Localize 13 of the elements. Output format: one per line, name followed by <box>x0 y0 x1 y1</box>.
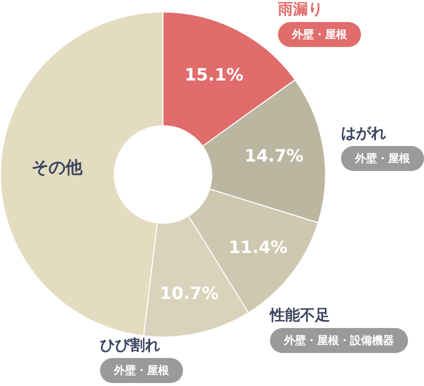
slice-label: その他 <box>32 158 84 178</box>
data-label: 11.4% <box>228 238 288 258</box>
slice-label: 雨漏り <box>278 0 323 19</box>
slice-label: はがれ <box>341 124 386 143</box>
slice-label: ひび割れ <box>100 336 160 355</box>
text: 外壁・屋根 <box>341 146 424 171</box>
text: 外壁・屋根 <box>278 22 361 47</box>
data-label: 15.1% <box>184 65 244 86</box>
data-label: 10.7% <box>160 284 219 304</box>
text: 外壁・屋根 <box>100 358 183 383</box>
text: 外壁・屋根・設備機器 <box>270 328 408 353</box>
data-label: 14.7% <box>244 146 304 167</box>
slice-label: 性能不足 <box>270 306 330 325</box>
